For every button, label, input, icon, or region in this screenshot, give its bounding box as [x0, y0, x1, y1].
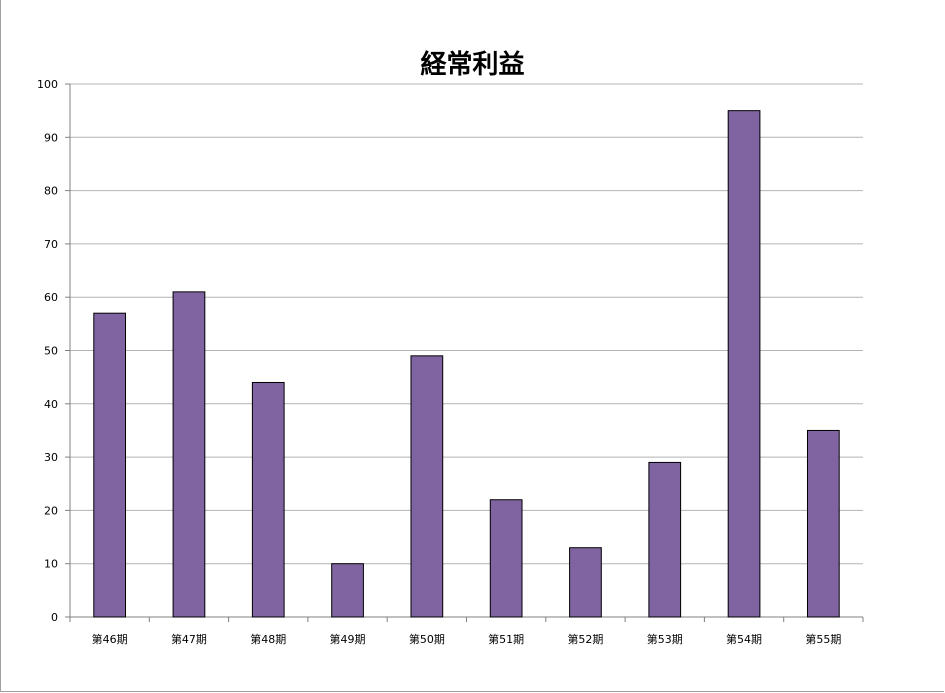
x-tick-label: 第54期 — [726, 632, 762, 646]
y-tick-label: 100 — [37, 78, 58, 91]
y-tick-label: 70 — [44, 238, 58, 251]
x-tick-label: 第49期 — [330, 632, 366, 646]
y-tick-label: 90 — [44, 131, 58, 144]
bar — [489, 499, 523, 618]
bar — [410, 355, 444, 618]
x-tick-label: 第53期 — [647, 632, 683, 646]
x-tick-labels: 第46期 第47期 第48期 第49期 第50期 第51期 第52期 第53期 第54期 第55期 — [92, 632, 842, 646]
bar — [648, 461, 682, 618]
y-tick-labels: 0 10 20 30 40 50 60 70 80 90 100 — [37, 78, 58, 624]
x-tick-label: 第52期 — [567, 632, 603, 646]
y-tick-label: 60 — [44, 291, 58, 304]
chart-title: 経常利益 — [420, 50, 525, 80]
y-tick-label: 30 — [44, 451, 58, 464]
y-tick-label: 0 — [51, 611, 58, 624]
y-tick-label: 20 — [44, 504, 58, 517]
bar — [331, 563, 364, 618]
bar — [251, 381, 285, 618]
bar — [93, 312, 127, 618]
x-tick-label: 第55期 — [805, 632, 841, 646]
x-tick-label: 第48期 — [250, 632, 286, 646]
bar — [806, 429, 840, 618]
bar — [172, 291, 206, 618]
y-tick-label: 40 — [44, 398, 58, 411]
x-tick-label: 第46期 — [92, 632, 128, 646]
y-tick-label: 80 — [44, 185, 58, 198]
y-tick-label: 50 — [44, 345, 58, 358]
x-tick-label: 第47期 — [171, 632, 207, 646]
x-tick-label: 第51期 — [488, 632, 524, 646]
y-tick-label: 10 — [44, 558, 58, 571]
bars — [93, 110, 840, 618]
bar — [569, 547, 602, 618]
x-tick-label: 第50期 — [409, 632, 445, 646]
bar — [727, 110, 761, 618]
